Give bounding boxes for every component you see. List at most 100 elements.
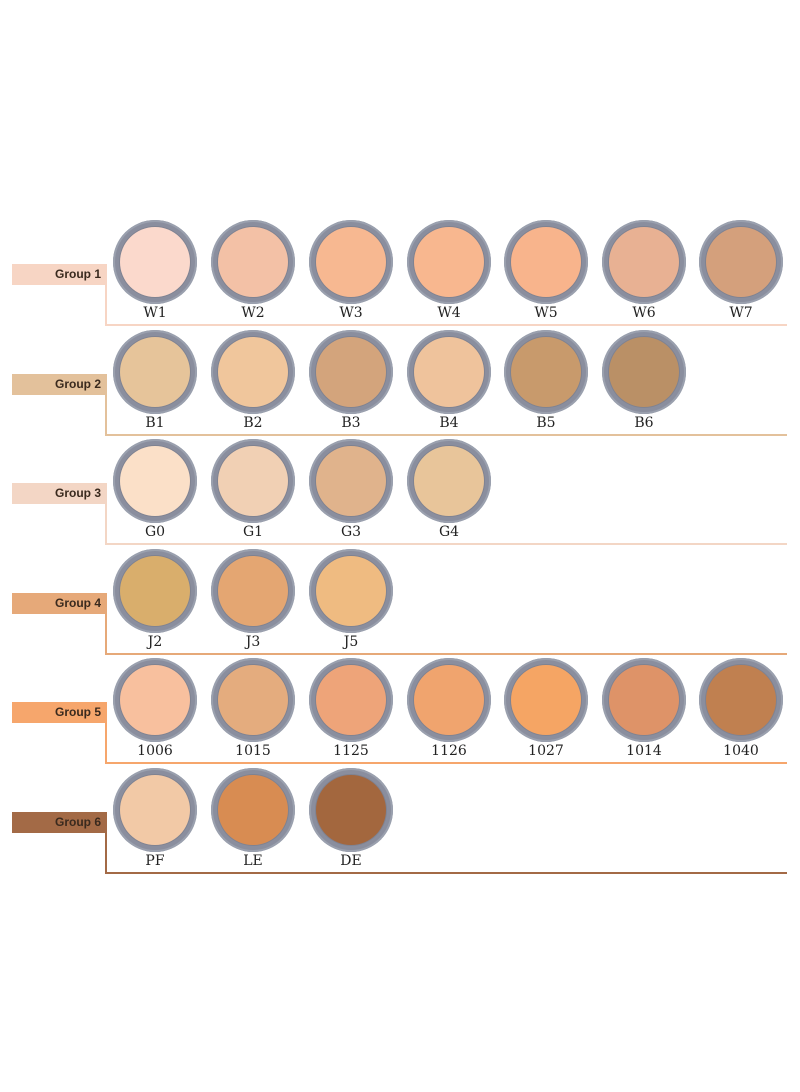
powder-pan	[316, 446, 386, 517]
compact-case	[211, 658, 295, 743]
shade-code: B2	[243, 414, 263, 431]
compact-case	[504, 329, 588, 414]
group-label: Group 6	[12, 812, 105, 833]
shade-code: W1	[143, 305, 167, 321]
shade-code: 1014	[626, 743, 662, 760]
shade-swatch[interactable]: G4	[407, 439, 491, 540]
group-divider	[105, 872, 787, 874]
shade-code: LE	[243, 853, 263, 869]
group-row: Group 4 J2 J3 J5	[0, 548, 800, 661]
shade-code: PF	[145, 853, 165, 869]
shade-swatch[interactable]: W1	[113, 220, 197, 321]
shade-code: 1126	[431, 743, 467, 760]
shade-code: B6	[634, 414, 654, 431]
shade-swatch[interactable]: W5	[504, 220, 588, 321]
compact-case	[699, 220, 783, 304]
compact-case	[211, 768, 295, 852]
powder-pan	[218, 555, 288, 626]
powder-pan	[218, 446, 288, 517]
shade-swatch[interactable]: W6	[602, 220, 686, 321]
shade-swatch[interactable]: 1027	[504, 658, 588, 759]
group-divider	[105, 812, 107, 873]
shade-swatch[interactable]: G3	[309, 439, 393, 540]
powder-pan	[218, 227, 288, 297]
group-row: Group 6 PF LE DE	[0, 768, 800, 880]
shade-swatch[interactable]: 1014	[602, 658, 686, 759]
compact-case	[113, 329, 197, 414]
powder-pan	[609, 336, 679, 407]
powder-pan	[609, 665, 679, 736]
shade-swatch[interactable]: W2	[211, 220, 295, 321]
group-row: Group 1 W1 W2 W3 W4 W5 W6 W7	[0, 220, 800, 332]
powder-pan	[316, 775, 386, 845]
shade-swatch[interactable]: B6	[602, 329, 686, 431]
compact-case	[309, 220, 393, 304]
shade-code: B5	[536, 414, 556, 431]
compact-case	[407, 329, 491, 414]
shade-swatch[interactable]: B2	[211, 329, 295, 431]
shade-swatch[interactable]: J2	[113, 548, 197, 650]
compact-case	[113, 768, 197, 852]
compact-case	[113, 439, 197, 524]
group-divider	[105, 652, 787, 655]
compact-case	[309, 548, 393, 633]
shade-swatch[interactable]: J3	[211, 548, 295, 650]
shade-swatch[interactable]: G1	[211, 439, 295, 540]
shade-swatch[interactable]: B4	[407, 329, 491, 431]
shade-swatch[interactable]: B5	[504, 329, 588, 431]
shade-code: 1015	[235, 743, 271, 760]
powder-pan	[218, 665, 288, 736]
powder-pan	[609, 227, 679, 297]
shade-swatch[interactable]: LE	[211, 768, 295, 869]
powder-pan	[414, 665, 484, 736]
powder-pan	[511, 336, 581, 407]
compact-case	[211, 439, 295, 524]
shade-swatch[interactable]: W3	[309, 220, 393, 321]
shade-swatch[interactable]: B3	[309, 329, 393, 431]
shade-swatch[interactable]: J5	[309, 548, 393, 650]
powder-pan	[511, 227, 581, 297]
compact-case	[309, 329, 393, 414]
shade-swatch[interactable]: B1	[113, 329, 197, 431]
powder-pan	[218, 336, 288, 407]
shade-swatch[interactable]: W7	[699, 220, 783, 321]
shade-swatch[interactable]: PF	[113, 768, 197, 869]
group-label: Group 5	[12, 702, 105, 724]
powder-pan	[706, 227, 776, 297]
group-divider	[105, 592, 107, 654]
shade-code: G0	[144, 524, 166, 541]
compact-case	[504, 658, 588, 743]
compact-case	[699, 658, 783, 743]
compact-case	[113, 658, 197, 743]
powder-pan	[316, 227, 386, 297]
compact-case	[407, 439, 491, 524]
compact-case	[211, 548, 295, 633]
compact-case	[211, 220, 295, 304]
group-divider	[105, 543, 787, 546]
shade-swatch[interactable]: 1006	[113, 658, 197, 759]
shade-swatch[interactable]: DE	[309, 768, 393, 869]
shade-swatch[interactable]: G0	[113, 439, 197, 540]
shade-swatch[interactable]: 1040	[699, 658, 783, 759]
shade-swatch[interactable]: 1015	[211, 658, 295, 759]
shade-code: J5	[343, 633, 359, 650]
shade-swatch[interactable]: 1126	[407, 658, 491, 759]
compact-case	[407, 658, 491, 743]
shade-code: W5	[534, 305, 558, 321]
shade-code: 1027	[528, 743, 564, 760]
shade-code: J2	[147, 633, 163, 650]
shade-swatch[interactable]: W4	[407, 220, 491, 321]
shade-code: W3	[339, 305, 363, 321]
powder-pan	[120, 555, 190, 626]
group-label: Group 3	[12, 483, 105, 505]
shade-code: W2	[241, 305, 265, 321]
compact-case	[113, 220, 197, 304]
powder-pan	[120, 446, 190, 517]
shade-code: G4	[438, 524, 460, 541]
compact-case	[407, 220, 491, 304]
compact-case	[309, 768, 393, 852]
shade-swatch[interactable]: 1125	[309, 658, 393, 759]
shade-code: J3	[245, 633, 261, 650]
group-divider	[105, 373, 107, 435]
